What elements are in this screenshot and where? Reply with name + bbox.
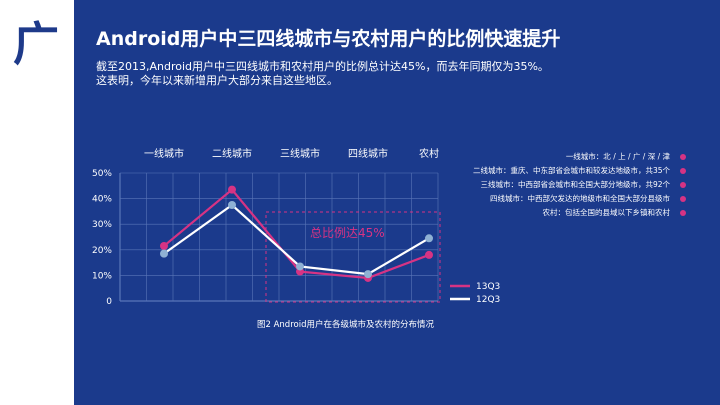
note-item: 三线城市：中西部省会城市和全国大部分地级市，共92个 xyxy=(426,178,686,192)
page-title: Android用户中三四线城市与农村用户的比例快速提升 xyxy=(96,28,561,50)
chart-legend: 13Q3 12Q3 xyxy=(450,282,500,305)
data-point-12q3 xyxy=(364,270,372,279)
y-tick-label: 30% xyxy=(92,220,112,230)
legend-label: 12Q3 xyxy=(476,295,500,305)
x-tick-label: 农村 xyxy=(419,147,439,160)
brand-logo: 广 xyxy=(13,17,59,71)
x-tick-labels: 一线城市 二线城市 三线城市 四线城市 农村 xyxy=(144,147,439,160)
x-tick-label: 四线城市 xyxy=(348,147,388,160)
bullet-dot-icon xyxy=(680,182,686,188)
note-text: 四线城市：中西部欠发达的地级市和全国大部分县级市 xyxy=(490,194,670,203)
y-tick-label: 50% xyxy=(92,169,112,179)
y-tick-label: 10% xyxy=(92,271,112,281)
chart-caption: 图2 Android用户在各级城市及农村的分布情况 xyxy=(257,320,434,330)
data-point-12q3 xyxy=(160,249,168,258)
note-text: 三线城市：中西部省会城市和全国大部分地级市，共92个 xyxy=(480,180,670,189)
bullet-dot-icon xyxy=(680,210,686,216)
data-point-13q3 xyxy=(228,185,236,194)
series-lines xyxy=(160,185,433,282)
content-panel: Android用户中三四线城市与农村用户的比例快速提升 截至2013,Andro… xyxy=(74,0,720,405)
highlight-box xyxy=(265,211,441,303)
subtitle-line-1: 截至2013,Android用户中三四线城市和农村用户的比例总计达45%，而去年… xyxy=(96,60,549,73)
y-tick-label: 0 xyxy=(106,297,112,307)
x-tick-label: 二线城市 xyxy=(212,147,252,160)
note-item: 农村：包括全国的县域以下乡镇和农村 xyxy=(426,206,686,220)
data-point-13q3 xyxy=(160,241,168,250)
city-tier-notes: 一线城市：北 / 上 / 广 / 深 / 津 二线城市：重庆、中东部省会城市和较… xyxy=(426,150,686,220)
bullet-dot-icon xyxy=(680,168,686,174)
note-text: 农村：包括全国的县域以下乡镇和农村 xyxy=(542,208,671,217)
note-item: 二线城市：重庆、中东部省会城市和较发达地级市，共35个 xyxy=(426,164,686,178)
note-item: 四线城市：中西部欠发达的地级市和全国大部分县级市 xyxy=(426,192,686,206)
subtitle-line-2: 这表明，今年以来新增用户大部分来自这些地区。 xyxy=(96,74,338,87)
x-tick-label: 三线城市 xyxy=(280,147,320,160)
line-chart: 0 10% 20% 30% 40% 50% 一线城市 二线城市 三线城市 四线城市 农村 总比例达… xyxy=(92,147,500,307)
data-point-12q3 xyxy=(296,262,304,271)
y-tick-labels: 0 10% 20% 30% 40% 50% xyxy=(92,169,112,307)
note-text: 二线城市：重庆、中东部省会城市和较发达地级市，共35个 xyxy=(472,166,670,175)
y-tick-label: 20% xyxy=(92,246,112,256)
x-tick-label: 一线城市 xyxy=(144,147,184,160)
note-text: 一线城市：北 / 上 / 广 / 深 / 津 xyxy=(565,152,670,161)
data-point-12q3 xyxy=(228,201,236,209)
bullet-dot-icon xyxy=(680,196,686,202)
data-point-12q3 xyxy=(425,234,433,243)
y-tick-label: 40% xyxy=(92,195,112,205)
bullet-dot-icon xyxy=(680,154,686,160)
legend-label: 13Q3 xyxy=(476,282,500,292)
highlight-annotation: 总比例达45% xyxy=(310,226,385,240)
chart-grid xyxy=(119,172,439,302)
data-point-13q3 xyxy=(425,250,433,259)
page-subtitle: 截至2013,Android用户中三四线城市和农村用户的比例总计达45%，而去年… xyxy=(96,60,676,88)
note-item: 一线城市：北 / 上 / 广 / 深 / 津 xyxy=(426,150,686,164)
series-line-12q3 xyxy=(163,203,430,276)
